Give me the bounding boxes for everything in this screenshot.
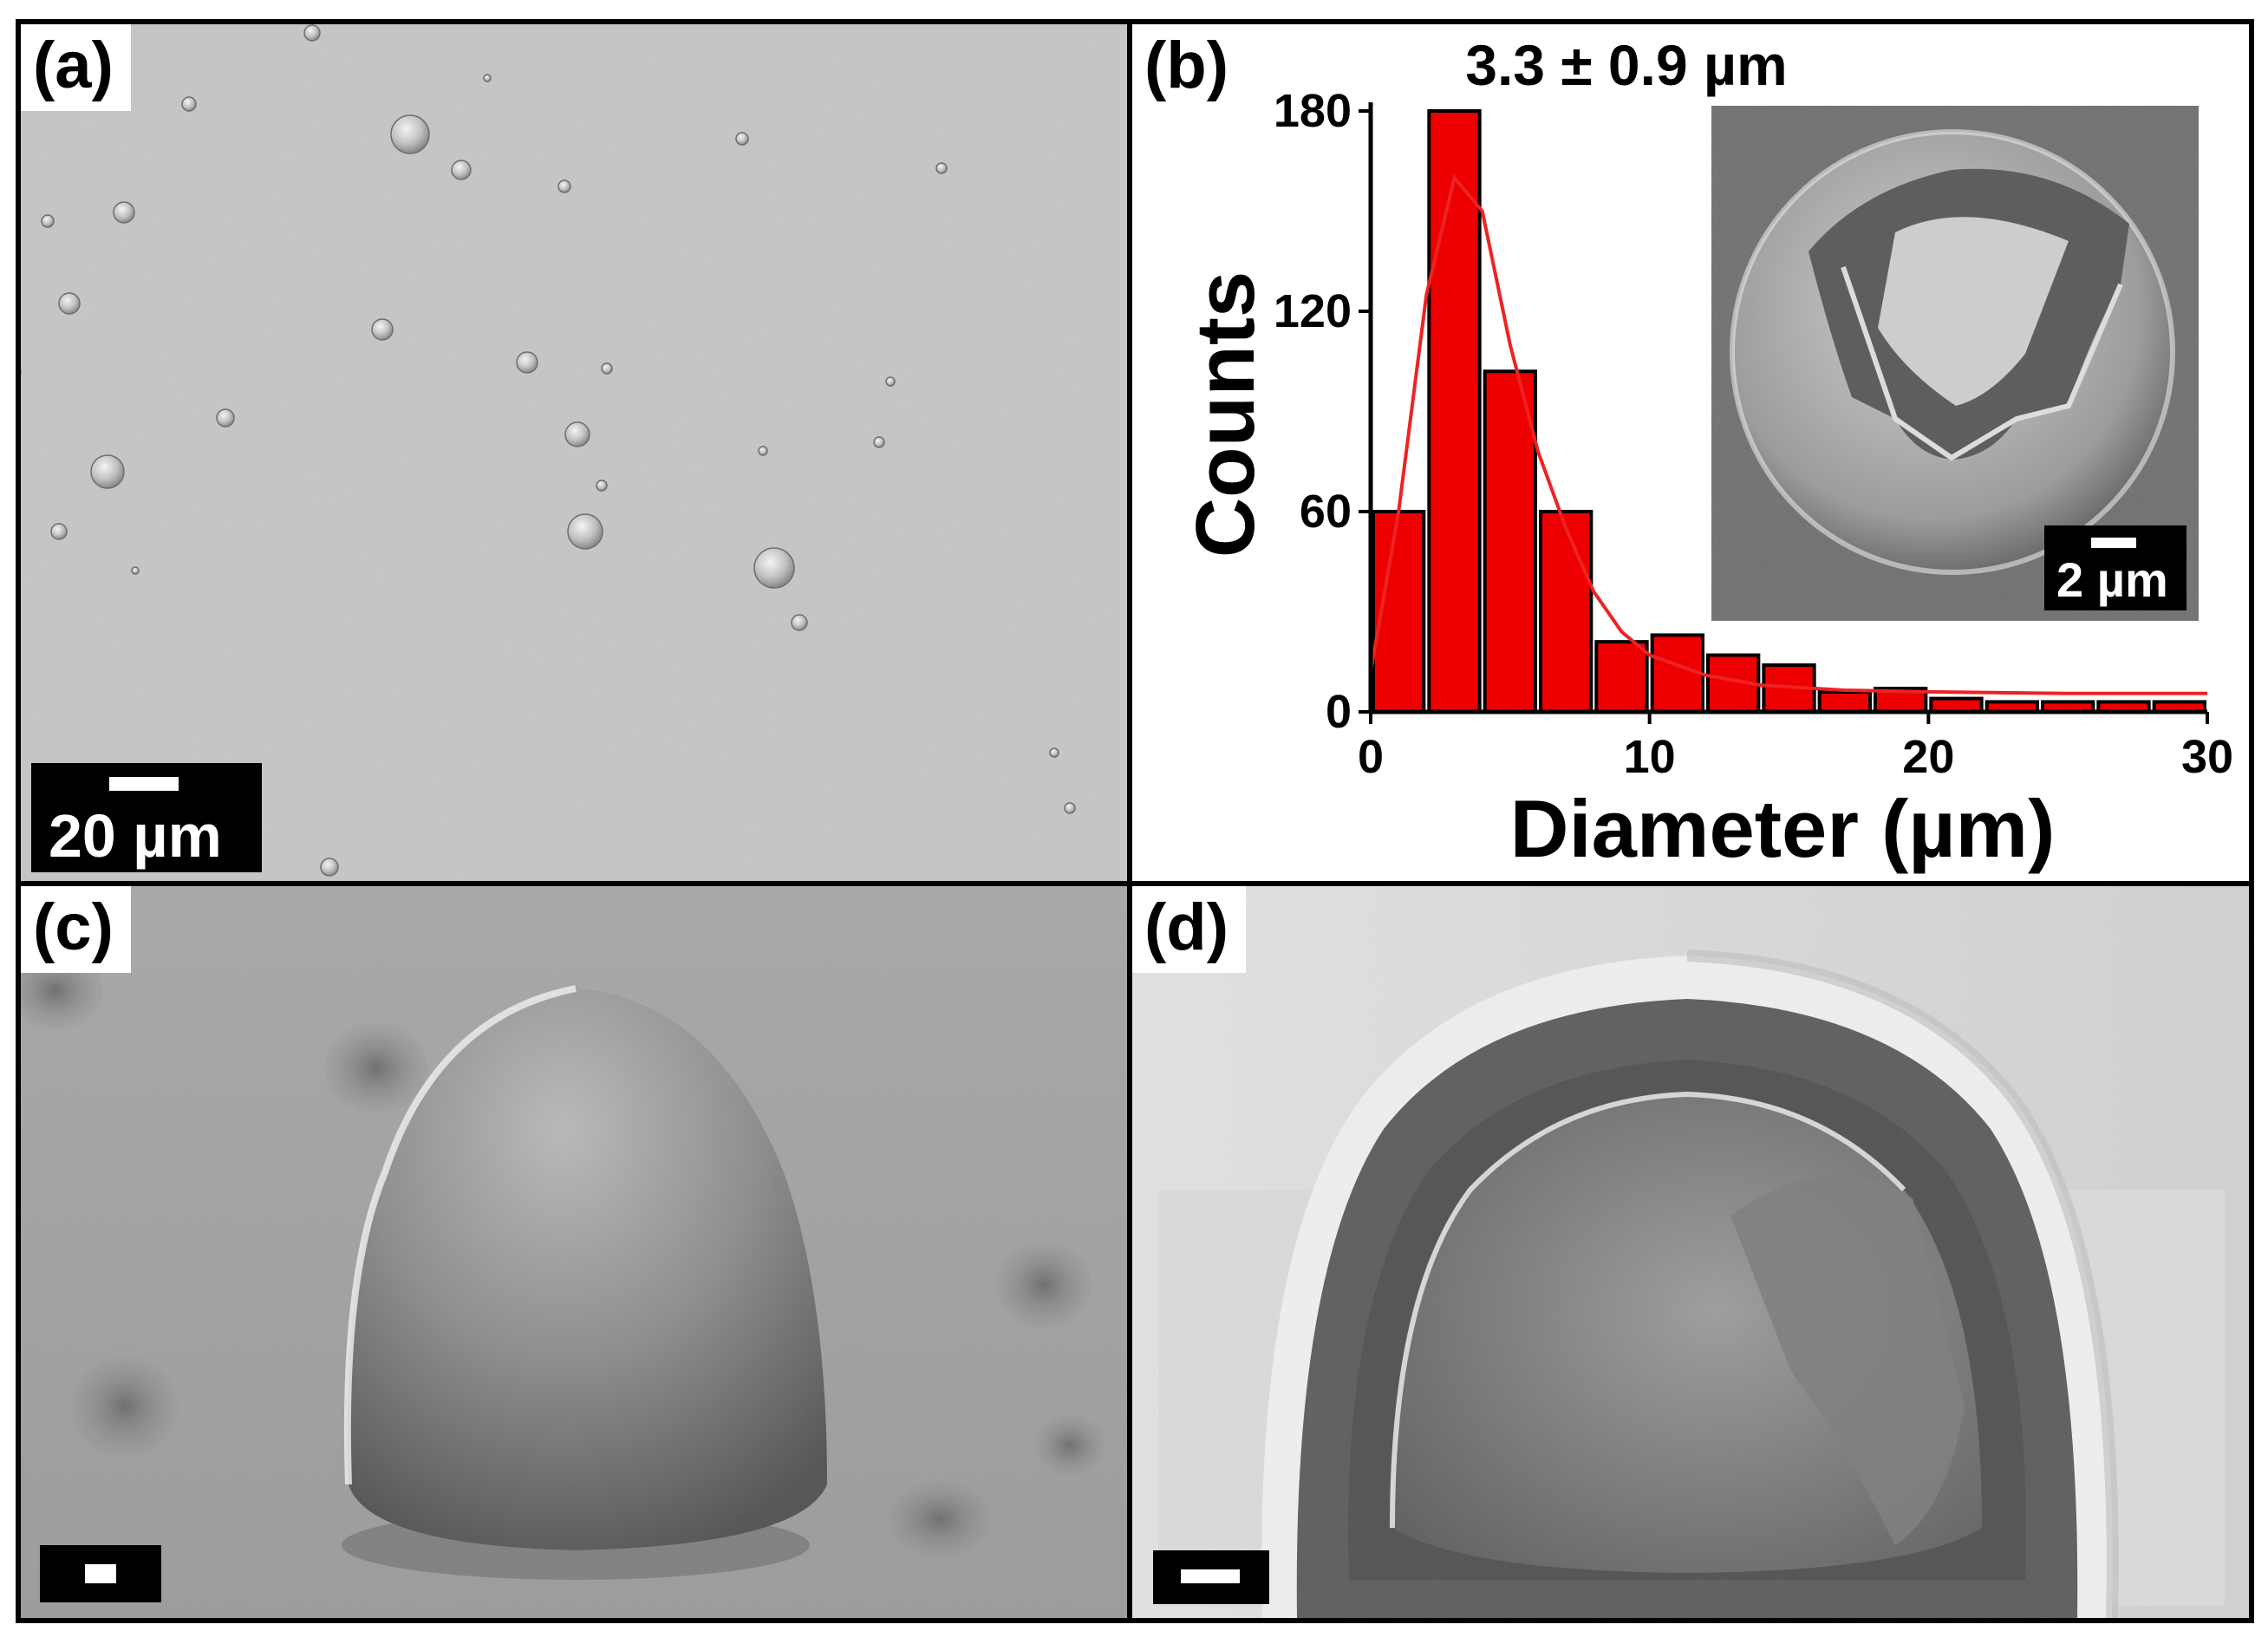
particle [390,114,430,154]
particle [451,160,472,180]
y-tick-label: 60 [1300,486,1352,538]
histogram-bar [1427,109,1482,714]
particle [113,201,135,224]
histogram-bar [1817,689,1873,714]
panel-c-scale-bar [40,1545,161,1602]
chart-axes: 0 10 20 30 0 60 120 180 [1274,85,2233,783]
y-axis-label: Counts [1179,271,1272,558]
particle [1049,747,1059,758]
particle [516,351,538,374]
particle [90,454,125,489]
particle [557,179,571,193]
figure-border-right [2249,19,2254,1623]
inset-image [1711,106,2199,621]
particle [483,74,492,82]
particle [1064,802,1076,814]
particle [935,162,948,174]
figure-border-top [16,19,2254,24]
particle [303,24,321,42]
histogram-bar [1594,640,1649,714]
particle [885,376,896,387]
particle [371,318,394,341]
y-tick-label: 180 [1274,85,1352,137]
panel-c-image [21,886,1127,1618]
particle [320,858,339,877]
histogram-bar [1650,633,1705,714]
panel-a: (a) 20 µm [21,24,1127,881]
panel-d-image [1132,886,2249,1618]
vertical-divider [1127,19,1132,1623]
histogram-bar [1483,369,1537,714]
x-tick-label: 30 [2181,731,2233,783]
scale-bar-label: 20 µm [49,802,222,870]
particle [564,421,590,447]
inset-scale-bar: 2 µm [2044,525,2187,610]
figure-border-left [16,19,21,1623]
histogram-chart: 0 10 20 30 0 60 120 180 3.3 ± 0.9 µm Diameter (µ… [1179,33,2233,874]
particle [753,547,795,589]
y-tick-label: 0 [1326,686,1352,738]
panel-a-scale-bar: 20 µm [31,763,262,872]
particle [131,566,140,575]
scale-bar-line [109,777,179,791]
y-tick-label: 120 [1274,285,1352,337]
particle [58,292,81,315]
panel-d: (d) [1132,886,2249,1618]
particle [181,96,197,112]
particle [567,513,603,550]
particle [41,214,55,228]
x-tick-label: 10 [1624,731,1676,783]
particle [50,523,68,540]
x-axis-label: Diameter (µm) [1510,783,2056,874]
panel-a-label: (a) [21,24,131,111]
x-tick-label: 20 [1902,731,1954,783]
panel-b: 0 10 20 30 0 60 120 180 3.3 ± 0.9 µm Diameter (µ… [1132,24,2249,881]
particle [735,132,749,146]
fit-curve [1369,173,2207,695]
inset-scale-bar-line [2091,538,2136,548]
panel-c-scale-bar-line [85,1564,116,1583]
panel-c-label: (c) [21,886,131,973]
panel-b-label: (b) [1132,24,1247,111]
particle [596,480,608,492]
figure-border-bottom [16,1618,2254,1623]
particle [791,614,808,631]
chart-title: 3.3 ± 0.9 µm [1465,33,1787,97]
panel-a-image [21,24,1127,881]
panel-d-label: (d) [1132,886,1247,973]
inset-scale-bar-label: 2 µm [2056,552,2168,607]
panel-c: (c) [21,886,1127,1618]
x-tick-label: 0 [1358,731,1384,783]
particle [601,362,613,375]
panel-d-scale-bar [1153,1550,1269,1604]
horizontal-divider [16,881,2254,886]
panel-d-scale-bar-line [1181,1569,1240,1583]
histogram-bar [1539,510,1593,714]
particles [21,24,1076,877]
particle [758,446,768,456]
particle [216,408,235,427]
particle [873,436,885,448]
